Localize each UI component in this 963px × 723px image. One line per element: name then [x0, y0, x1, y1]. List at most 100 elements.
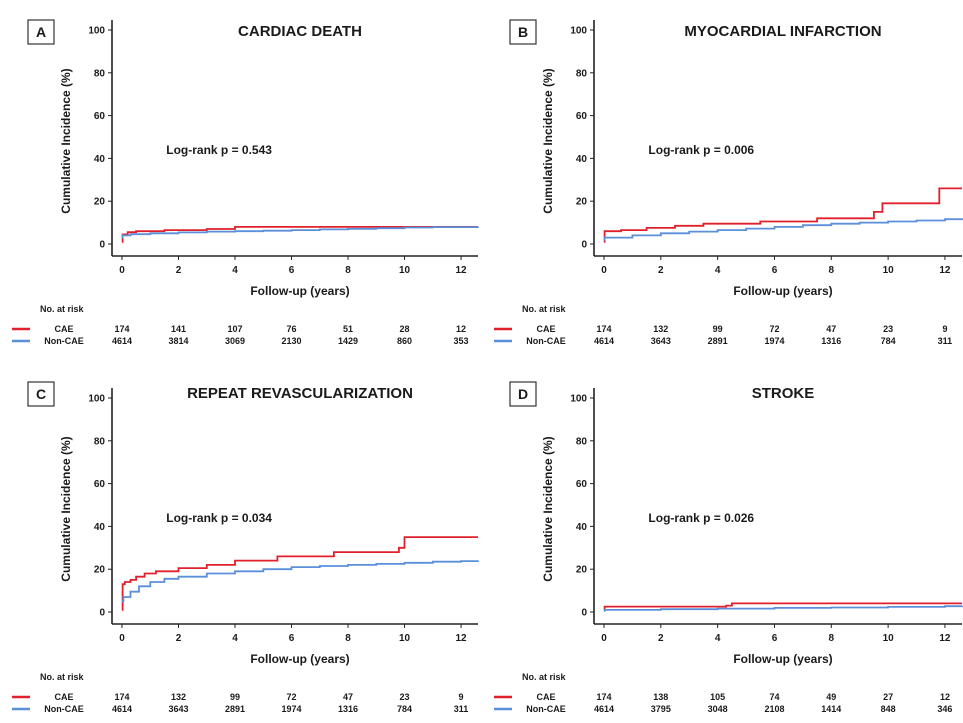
panel-letter-box [27, 381, 55, 407]
panel-b: B MYOCARDIAL INFARCTION 0 20 40 60 80 100 0 2 4 6 8 1… [494, 19, 963, 346]
panel-letter-box [509, 381, 537, 407]
risk-row-label: Non-CAE [44, 704, 84, 714]
risk-count: 3643 [168, 704, 188, 714]
panel-letter-box [509, 19, 537, 45]
risk-count: 174 [114, 692, 129, 702]
y-axis-title: Cumulative Incidence (%) [59, 68, 73, 213]
series-line-non-cae [603, 605, 963, 612]
x-tick-label: 4 [232, 265, 238, 276]
y-tick-label: 60 [94, 111, 106, 122]
x-tick-label: 6 [772, 633, 778, 644]
x-tick-label: 2 [658, 265, 664, 276]
y-tick-label: 80 [94, 436, 106, 447]
x-axis-title: Follow-up (years) [250, 284, 349, 298]
y-tick-label: 40 [94, 522, 106, 533]
risk-count: 107 [228, 324, 243, 334]
risk-count: 9 [942, 324, 947, 334]
log-rank-annotation: Log-rank p = 0.026 [648, 511, 754, 525]
series-line-cae [121, 226, 478, 243]
risk-count: 311 [938, 336, 953, 346]
y-tick-label: 40 [576, 154, 588, 165]
x-tick-label: 10 [399, 265, 411, 276]
y-tick-label: 100 [570, 26, 587, 37]
log-rank-annotation: Log-rank p = 0.006 [648, 143, 754, 157]
x-tick-label: 8 [829, 633, 835, 644]
x-tick-label: 4 [715, 633, 721, 644]
risk-table-header: No. at risk [40, 304, 85, 314]
y-tick-label: 60 [576, 479, 588, 490]
risk-count: 99 [713, 324, 723, 334]
x-tick-label: 8 [345, 265, 351, 276]
panel-d: D STROKE 0 20 40 60 80 100 0 2 4 6 8 10 12 Follow-up (y… [494, 381, 963, 714]
risk-count: 4614 [594, 704, 614, 714]
risk-count: 4614 [112, 704, 132, 714]
y-tick-label: 60 [94, 479, 106, 490]
y-axis-title: Cumulative Incidence (%) [59, 436, 73, 581]
panel-title: CARDIAC DEATH [238, 23, 362, 40]
risk-count: 3795 [651, 704, 671, 714]
risk-row-label: Non-CAE [44, 336, 84, 346]
x-tick-label: 10 [883, 265, 895, 276]
panel-letter: B [518, 24, 528, 40]
risk-count: 3069 [225, 336, 245, 346]
risk-count: 353 [454, 336, 469, 346]
risk-table-header: No. at risk [40, 672, 85, 682]
x-tick-label: 6 [772, 265, 778, 276]
y-tick-label: 100 [88, 394, 105, 405]
x-tick-label: 12 [939, 265, 951, 276]
y-tick-label: 100 [570, 394, 587, 405]
x-tick-label: 2 [176, 633, 182, 644]
y-axis-title: Cumulative Incidence (%) [541, 436, 555, 581]
panel-title: MYOCARDIAL INFARCTION [684, 23, 881, 40]
x-tick-label: 8 [345, 633, 351, 644]
y-tick-label: 20 [94, 197, 106, 208]
y-tick-label: 60 [576, 111, 588, 122]
series-line-non-cae [122, 560, 479, 603]
risk-count: 74 [769, 692, 779, 702]
risk-count: 99 [230, 692, 240, 702]
risk-count: 3048 [708, 704, 728, 714]
y-tick-label: 40 [576, 522, 588, 533]
risk-count: 27 [883, 692, 893, 702]
series-line-cae [603, 187, 962, 243]
y-tick-label: 0 [581, 240, 587, 251]
risk-count: 12 [940, 692, 950, 702]
x-tick-label: 0 [601, 633, 607, 644]
risk-count: 4614 [594, 336, 614, 346]
series-line-non-cae [121, 226, 479, 239]
series-line-cae [603, 602, 962, 611]
risk-count: 47 [343, 692, 353, 702]
risk-row-label: CAE [536, 692, 555, 702]
risk-count: 860 [397, 336, 412, 346]
risk-count: 174 [596, 692, 611, 702]
y-tick-label: 80 [94, 68, 106, 79]
risk-count: 3814 [168, 336, 188, 346]
risk-table-header: No. at risk [522, 672, 567, 682]
risk-count: 1316 [821, 336, 841, 346]
x-tick-label: 4 [232, 633, 238, 644]
risk-count: 12 [456, 324, 466, 334]
risk-count: 1316 [338, 704, 358, 714]
risk-count: 9 [459, 692, 464, 702]
y-tick-label: 20 [576, 197, 588, 208]
x-tick-label: 0 [601, 265, 607, 276]
x-tick-label: 0 [119, 265, 125, 276]
y-tick-label: 80 [576, 436, 588, 447]
risk-count: 2130 [282, 336, 302, 346]
y-tick-label: 0 [99, 240, 105, 251]
risk-count: 784 [881, 336, 896, 346]
x-tick-label: 6 [289, 265, 295, 276]
log-rank-annotation: Log-rank p = 0.543 [166, 143, 272, 157]
y-tick-label: 80 [576, 68, 588, 79]
y-tick-label: 20 [94, 565, 106, 576]
panel-letter: C [36, 386, 46, 402]
panel-a: A CARDIAC DEATH 0 20 40 60 80 100 0 2 4 6 8 10 12 Follo… [12, 19, 479, 346]
y-tick-label: 40 [94, 154, 106, 165]
y-axis-title: Cumulative Incidence (%) [541, 68, 555, 213]
y-tick-label: 100 [88, 26, 105, 37]
risk-count: 174 [596, 324, 611, 334]
risk-count: 105 [710, 692, 725, 702]
risk-count: 141 [171, 324, 186, 334]
risk-count: 132 [653, 324, 668, 334]
